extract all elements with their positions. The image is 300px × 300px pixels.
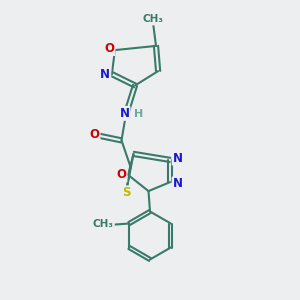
Text: N: N bbox=[119, 107, 130, 120]
Text: CH₃: CH₃ bbox=[93, 219, 114, 230]
Text: N: N bbox=[172, 152, 183, 165]
Text: N: N bbox=[100, 68, 110, 81]
Text: S: S bbox=[122, 186, 131, 200]
Text: O: O bbox=[104, 42, 115, 55]
Text: N: N bbox=[172, 177, 183, 190]
Text: H: H bbox=[134, 109, 143, 119]
Text: O: O bbox=[89, 128, 100, 141]
Text: O: O bbox=[116, 168, 127, 182]
Text: CH₃: CH₃ bbox=[142, 14, 164, 25]
